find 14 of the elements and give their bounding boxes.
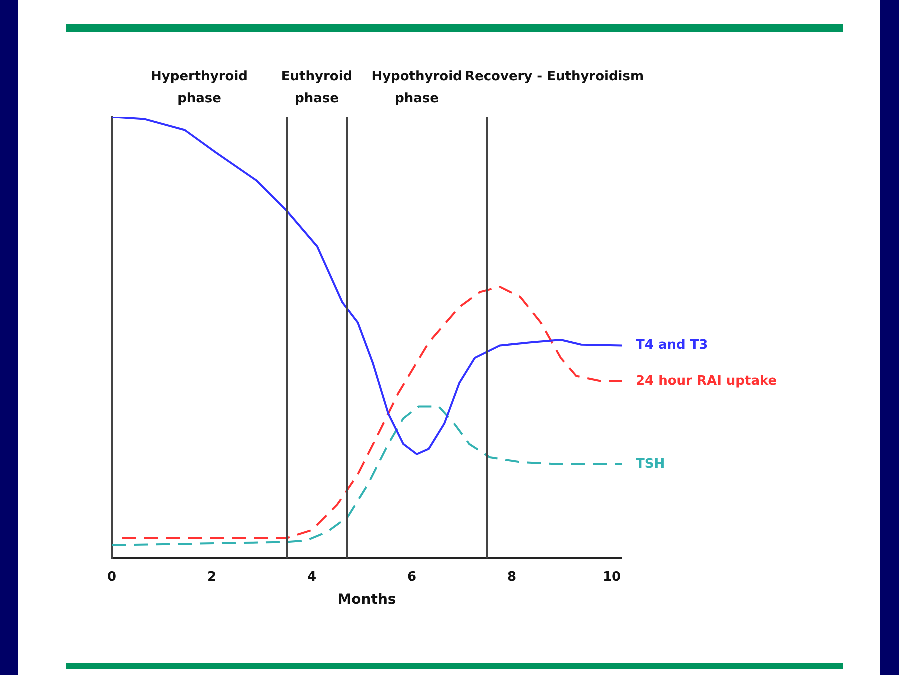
text: Recovery - Euthyroidism — [464, 69, 644, 84]
x-tick-label: 8 — [507, 570, 517, 585]
text: Hyperthyroid phase — [151, 69, 248, 106]
text: Hypothyroid phase — [372, 69, 462, 106]
x-tick-label: 4 — [307, 570, 317, 585]
x-tick-label: 10 — [602, 570, 622, 585]
x-tick-label: 0 — [107, 570, 117, 585]
text: Euthyroid phase — [281, 69, 353, 106]
x-tick-label: 6 — [407, 570, 417, 585]
series-label: TSH — [636, 456, 666, 472]
series-label: T4 and T3 — [636, 338, 708, 354]
series-label: 24 hour RAI uptake — [636, 374, 778, 389]
x-tick-label: 2 — [207, 570, 217, 585]
x-axis-title: Months — [338, 592, 396, 608]
